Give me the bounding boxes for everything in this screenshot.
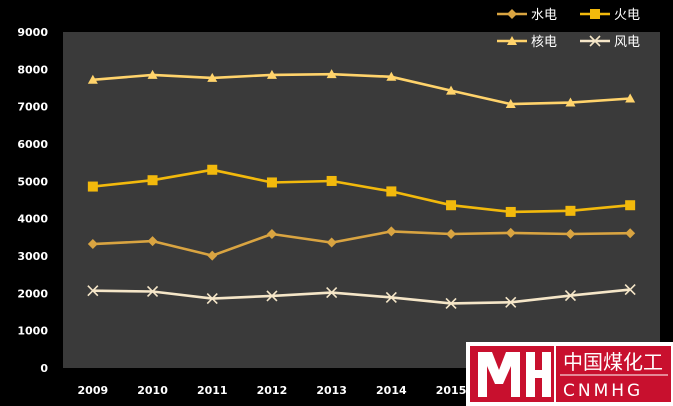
- y-tick-label: 6000: [17, 138, 48, 151]
- legend-marker: [507, 9, 517, 19]
- series-2: [87, 164, 636, 217]
- y-tick-label: 8000: [17, 63, 48, 76]
- data-point: [326, 237, 337, 248]
- watermark-name-en: CNMHG: [563, 381, 643, 401]
- y-tick-label: 5000: [17, 175, 48, 188]
- legend-item: 火电: [580, 8, 640, 23]
- data-point: [386, 226, 397, 237]
- data-point: [386, 186, 397, 197]
- data-point: [147, 175, 158, 186]
- data-point: [505, 99, 516, 109]
- series-layer: [87, 69, 636, 309]
- y-tick-label: 2000: [17, 287, 48, 300]
- legend-label: 水电: [531, 8, 557, 23]
- legend-item: 核电: [497, 35, 557, 50]
- data-point-stroke-b: [266, 290, 278, 302]
- series-4: [87, 284, 636, 309]
- data-point-stroke-b: [87, 285, 99, 297]
- series-line: [92, 230, 631, 257]
- data-point: [326, 287, 338, 299]
- data-point: [624, 284, 636, 296]
- y-tick-label: 3000: [17, 250, 48, 263]
- watermark-logo: 中国煤化工 CNMHG: [466, 342, 673, 406]
- data-point: [266, 228, 277, 239]
- data-point: [207, 164, 218, 175]
- data-point: [565, 97, 576, 107]
- x-tick-label: 2011: [197, 384, 228, 397]
- data-point: [206, 292, 218, 305]
- data-point: [446, 200, 457, 211]
- data-point-stroke-b: [505, 296, 517, 308]
- data-point: [625, 93, 636, 103]
- data-point: [446, 228, 457, 239]
- x-tick-label: 2015: [436, 384, 467, 397]
- data-point: [87, 181, 98, 192]
- data-point: [266, 69, 277, 79]
- data-point: [505, 227, 516, 238]
- data-point: [565, 228, 576, 239]
- series-3: [87, 69, 636, 109]
- x-tick-label: 2014: [376, 384, 407, 397]
- series-line: [92, 72, 631, 106]
- legend-marker: [507, 36, 517, 45]
- data-point-stroke-b: [146, 285, 159, 298]
- x-tick-label: 2009: [78, 384, 109, 397]
- data-point: [625, 228, 636, 239]
- data-point-stroke-b: [624, 284, 636, 296]
- data-point: [147, 69, 158, 79]
- data-point: [326, 69, 337, 79]
- y-tick-label: 4000: [17, 213, 48, 226]
- data-point-stroke-b: [385, 291, 397, 304]
- data-point: [87, 239, 98, 250]
- data-point: [565, 205, 576, 216]
- y-tick-label: 9000: [17, 26, 48, 39]
- watermark-text-band: [556, 346, 671, 402]
- data-point-stroke-b: [326, 287, 338, 299]
- data-point: [146, 285, 159, 298]
- y-tick-label: 7000: [17, 101, 48, 114]
- data-point: [87, 74, 98, 84]
- legend-marker-stroke-b: [589, 35, 601, 47]
- data-point: [505, 296, 517, 308]
- data-point-stroke-b: [564, 290, 577, 302]
- y-tick-label: 1000: [17, 325, 48, 338]
- data-point: [385, 291, 397, 304]
- x-tick-label: 2012: [257, 384, 288, 397]
- x-tick-label: 2010: [137, 384, 168, 397]
- x-tick-label: 2013: [316, 384, 347, 397]
- mh-logo-mark: [470, 346, 554, 402]
- data-point-stroke-b: [206, 292, 218, 305]
- data-point: [446, 85, 457, 95]
- data-point: [564, 290, 577, 302]
- data-point: [87, 285, 99, 297]
- data-point: [266, 177, 277, 188]
- series-line: [92, 168, 631, 214]
- data-point-stroke-b: [445, 297, 457, 309]
- data-point: [207, 250, 218, 261]
- legend-marker: [589, 35, 601, 47]
- data-point: [505, 206, 516, 217]
- data-point: [386, 71, 397, 81]
- data-point: [625, 200, 636, 211]
- data-point: [326, 175, 337, 186]
- legend-item: 水电: [497, 8, 557, 23]
- data-point: [445, 297, 457, 309]
- legend-label: 火电: [614, 8, 640, 23]
- plot-area: [63, 32, 660, 368]
- legend-label: 风电: [614, 35, 640, 50]
- watermark-name-cn: 中国煤化工: [563, 350, 663, 374]
- series-1: [87, 226, 636, 261]
- data-point: [207, 72, 218, 82]
- data-point: [266, 290, 278, 302]
- legend-label: 核电: [531, 35, 557, 50]
- y-tick-label: 0: [40, 362, 48, 375]
- series-line: [92, 288, 631, 305]
- data-point: [147, 236, 158, 247]
- legend-marker: [590, 9, 600, 19]
- legend-item: 风电: [580, 35, 640, 50]
